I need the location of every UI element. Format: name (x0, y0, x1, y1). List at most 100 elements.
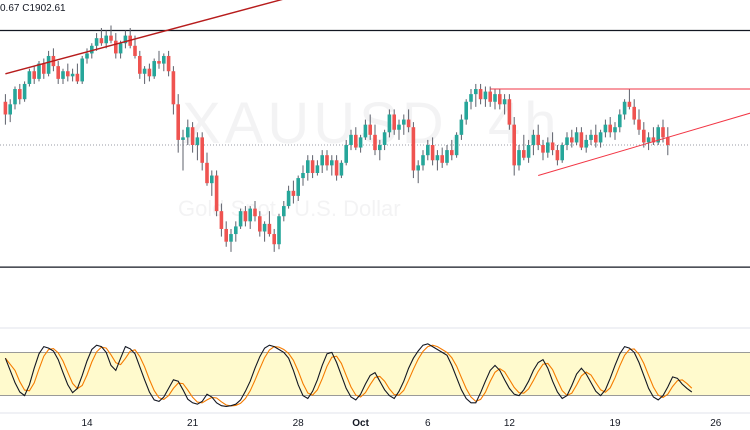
bull-candle (13, 89, 17, 105)
bear-candle (258, 216, 262, 232)
bull-candle (142, 68, 147, 74)
bear-candle (109, 35, 113, 41)
bear-candle (406, 119, 411, 128)
bear-candle (138, 55, 142, 74)
bull-candle (546, 142, 550, 153)
bull-candle (349, 134, 353, 146)
x-tick-label: 12 (504, 418, 516, 429)
bear-candle (325, 155, 329, 166)
bear-candle (214, 175, 219, 212)
bear-candle (541, 145, 545, 153)
bear-candle (171, 71, 176, 105)
bear-candle (56, 66, 60, 79)
bull-candle (27, 71, 32, 84)
bear-candle (310, 160, 315, 173)
bull-candle (195, 137, 200, 146)
bull-candle (646, 137, 651, 143)
bull-candle (123, 35, 128, 44)
bear-candle (632, 106, 636, 120)
bear-candle (411, 127, 416, 171)
bear-candle (205, 162, 209, 184)
bear-candle (166, 55, 171, 72)
bear-candle (392, 114, 396, 130)
bull-candle (426, 145, 430, 156)
bull-candle (80, 58, 84, 82)
bull-candle (618, 114, 622, 128)
bull-candle (531, 134, 536, 146)
bull-candle (598, 132, 603, 143)
bull-candle (8, 104, 12, 115)
bull-candle (378, 145, 382, 151)
bull-candle (382, 132, 387, 146)
bull-candle (474, 89, 478, 95)
bull-candle (656, 127, 660, 143)
bear-candle (550, 142, 555, 151)
bear-candle (75, 73, 80, 82)
bear-candle (661, 127, 665, 138)
bull-candle (560, 145, 564, 161)
bull-candle (210, 175, 214, 184)
bear-candle (224, 228, 228, 242)
bear-candle (354, 134, 358, 148)
bull-candle (262, 223, 267, 232)
bear-candle (450, 150, 454, 156)
bear-candle (133, 45, 137, 56)
bull-candle (339, 162, 344, 176)
bull-candle (85, 53, 89, 59)
bear-candle (555, 150, 560, 161)
ohlc-readout: 0.67 C1902.61 (0, 3, 66, 14)
bull-candle (344, 145, 348, 163)
bear-candle (176, 104, 180, 140)
bull-candle (70, 73, 75, 77)
bull-candle (358, 137, 363, 148)
x-tick-label: 6 (425, 418, 431, 429)
bull-candle (320, 155, 324, 166)
bull-candle (330, 160, 334, 166)
bull-candle (574, 132, 579, 143)
bear-candle (570, 137, 574, 143)
bear-candle (243, 211, 248, 222)
bull-candle (46, 55, 51, 74)
bull-candle (445, 150, 449, 163)
bear-candle (651, 137, 656, 143)
bear-candle (253, 208, 257, 217)
bull-candle (421, 155, 425, 166)
x-tick-label: 14 (81, 418, 93, 429)
bull-candle (435, 155, 440, 161)
bear-candle (627, 101, 632, 107)
bull-candle (186, 127, 190, 138)
bull-candle (152, 61, 156, 77)
bull-candle (416, 165, 420, 171)
bull-candle (483, 91, 488, 100)
bear-candle (440, 155, 444, 163)
bull-candle (238, 211, 243, 227)
bull-candle (622, 101, 627, 115)
bull-candle (248, 208, 252, 222)
bull-candle (301, 172, 305, 179)
bear-candle (642, 129, 646, 143)
bear-candle (608, 124, 612, 133)
bear-candle (32, 71, 36, 79)
bull-candle (464, 101, 468, 120)
bull-candle (296, 178, 300, 196)
bull-candle (229, 234, 233, 242)
bull-candle (454, 134, 459, 156)
bear-candle (157, 61, 161, 64)
bull-candle (517, 150, 521, 166)
bear-candle (334, 160, 339, 176)
bull-candle (277, 216, 281, 245)
bull-candle (459, 119, 464, 135)
bear-candle (478, 89, 483, 100)
bull-candle (363, 124, 368, 138)
bull-candle (502, 99, 507, 105)
support-line (538, 112, 750, 177)
bear-candle (267, 223, 272, 235)
bear-candle (373, 134, 377, 151)
bear-candle (219, 211, 224, 229)
bull-candle (493, 94, 497, 102)
bull-candle (306, 160, 310, 173)
bull-candle (603, 124, 608, 133)
bull-candle (613, 127, 617, 133)
